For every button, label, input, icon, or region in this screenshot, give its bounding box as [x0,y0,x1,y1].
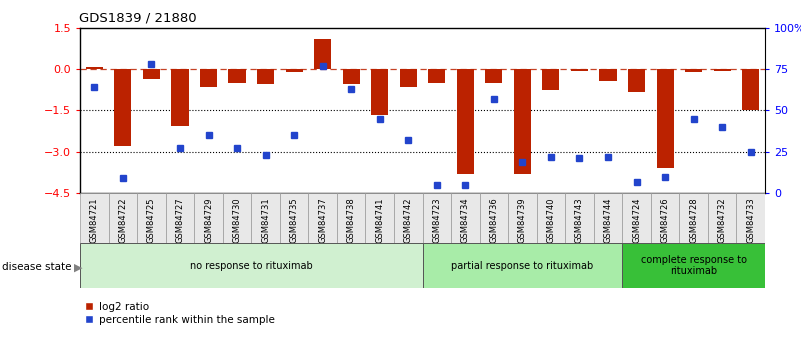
Text: GSM84728: GSM84728 [689,197,698,243]
Text: GSM84732: GSM84732 [718,197,727,243]
FancyBboxPatch shape [650,193,679,243]
FancyBboxPatch shape [480,193,508,243]
Bar [286,69,303,72]
Bar [343,69,360,84]
Text: GSM84723: GSM84723 [433,197,441,243]
Bar [457,69,474,174]
Bar [685,69,702,72]
Bar [542,69,559,90]
Text: GSM84735: GSM84735 [290,197,299,243]
FancyBboxPatch shape [252,193,280,243]
FancyBboxPatch shape [308,193,337,243]
Text: GSM84741: GSM84741 [375,197,384,243]
Legend: log2 ratio, percentile rank within the sample: log2 ratio, percentile rank within the s… [86,302,275,325]
FancyBboxPatch shape [80,193,109,243]
Text: GSM84730: GSM84730 [232,197,242,243]
Bar [400,69,417,87]
Bar [314,39,332,69]
FancyBboxPatch shape [679,193,708,243]
FancyBboxPatch shape [622,193,650,243]
Bar [485,69,502,83]
FancyBboxPatch shape [280,193,308,243]
Text: GSM84742: GSM84742 [404,197,413,243]
FancyBboxPatch shape [451,193,480,243]
Bar [371,69,388,115]
FancyBboxPatch shape [166,193,195,243]
Text: GSM84729: GSM84729 [204,197,213,243]
Bar [742,69,759,110]
FancyBboxPatch shape [109,193,137,243]
Text: GSM84721: GSM84721 [90,197,99,243]
Text: GSM84744: GSM84744 [603,197,613,243]
Bar [628,69,645,92]
Text: GSM84724: GSM84724 [632,197,641,243]
Bar [200,69,217,87]
FancyBboxPatch shape [708,193,736,243]
FancyBboxPatch shape [594,193,622,243]
FancyBboxPatch shape [736,193,765,243]
Bar [257,69,274,84]
Text: ▶: ▶ [74,263,83,272]
FancyBboxPatch shape [622,243,765,288]
Text: GSM84726: GSM84726 [661,197,670,243]
Text: GSM84727: GSM84727 [175,197,184,243]
Text: GSM84740: GSM84740 [546,197,555,243]
Bar [514,69,531,174]
Text: GSM84737: GSM84737 [318,197,327,243]
FancyBboxPatch shape [195,193,223,243]
Text: GSM84734: GSM84734 [461,197,470,243]
Text: no response to rituximab: no response to rituximab [190,261,312,270]
FancyBboxPatch shape [365,193,394,243]
FancyBboxPatch shape [423,243,622,288]
Text: GSM84738: GSM84738 [347,197,356,243]
Text: partial response to rituximab: partial response to rituximab [451,261,594,270]
Text: GSM84743: GSM84743 [575,197,584,243]
Bar [115,69,131,146]
Text: GSM84736: GSM84736 [489,197,498,243]
FancyBboxPatch shape [566,193,594,243]
FancyBboxPatch shape [423,193,451,243]
Text: GSM84731: GSM84731 [261,197,270,243]
Bar [86,67,103,69]
Bar [599,69,617,81]
Bar [714,69,731,71]
FancyBboxPatch shape [337,193,365,243]
Bar [429,69,445,83]
FancyBboxPatch shape [80,243,423,288]
FancyBboxPatch shape [508,193,537,243]
FancyBboxPatch shape [223,193,252,243]
Bar [171,69,188,126]
FancyBboxPatch shape [394,193,423,243]
Text: disease state: disease state [2,263,72,272]
Bar [228,69,246,83]
Bar [657,69,674,168]
FancyBboxPatch shape [537,193,566,243]
Bar [143,69,160,79]
FancyBboxPatch shape [137,193,166,243]
Text: GSM84733: GSM84733 [747,197,755,243]
Text: GDS1839 / 21880: GDS1839 / 21880 [79,12,197,25]
Text: complete response to
rituximab: complete response to rituximab [641,255,747,276]
Text: GSM84722: GSM84722 [119,197,127,243]
Text: GSM84725: GSM84725 [147,197,156,243]
Text: GSM84739: GSM84739 [518,197,527,243]
Bar [571,69,588,71]
